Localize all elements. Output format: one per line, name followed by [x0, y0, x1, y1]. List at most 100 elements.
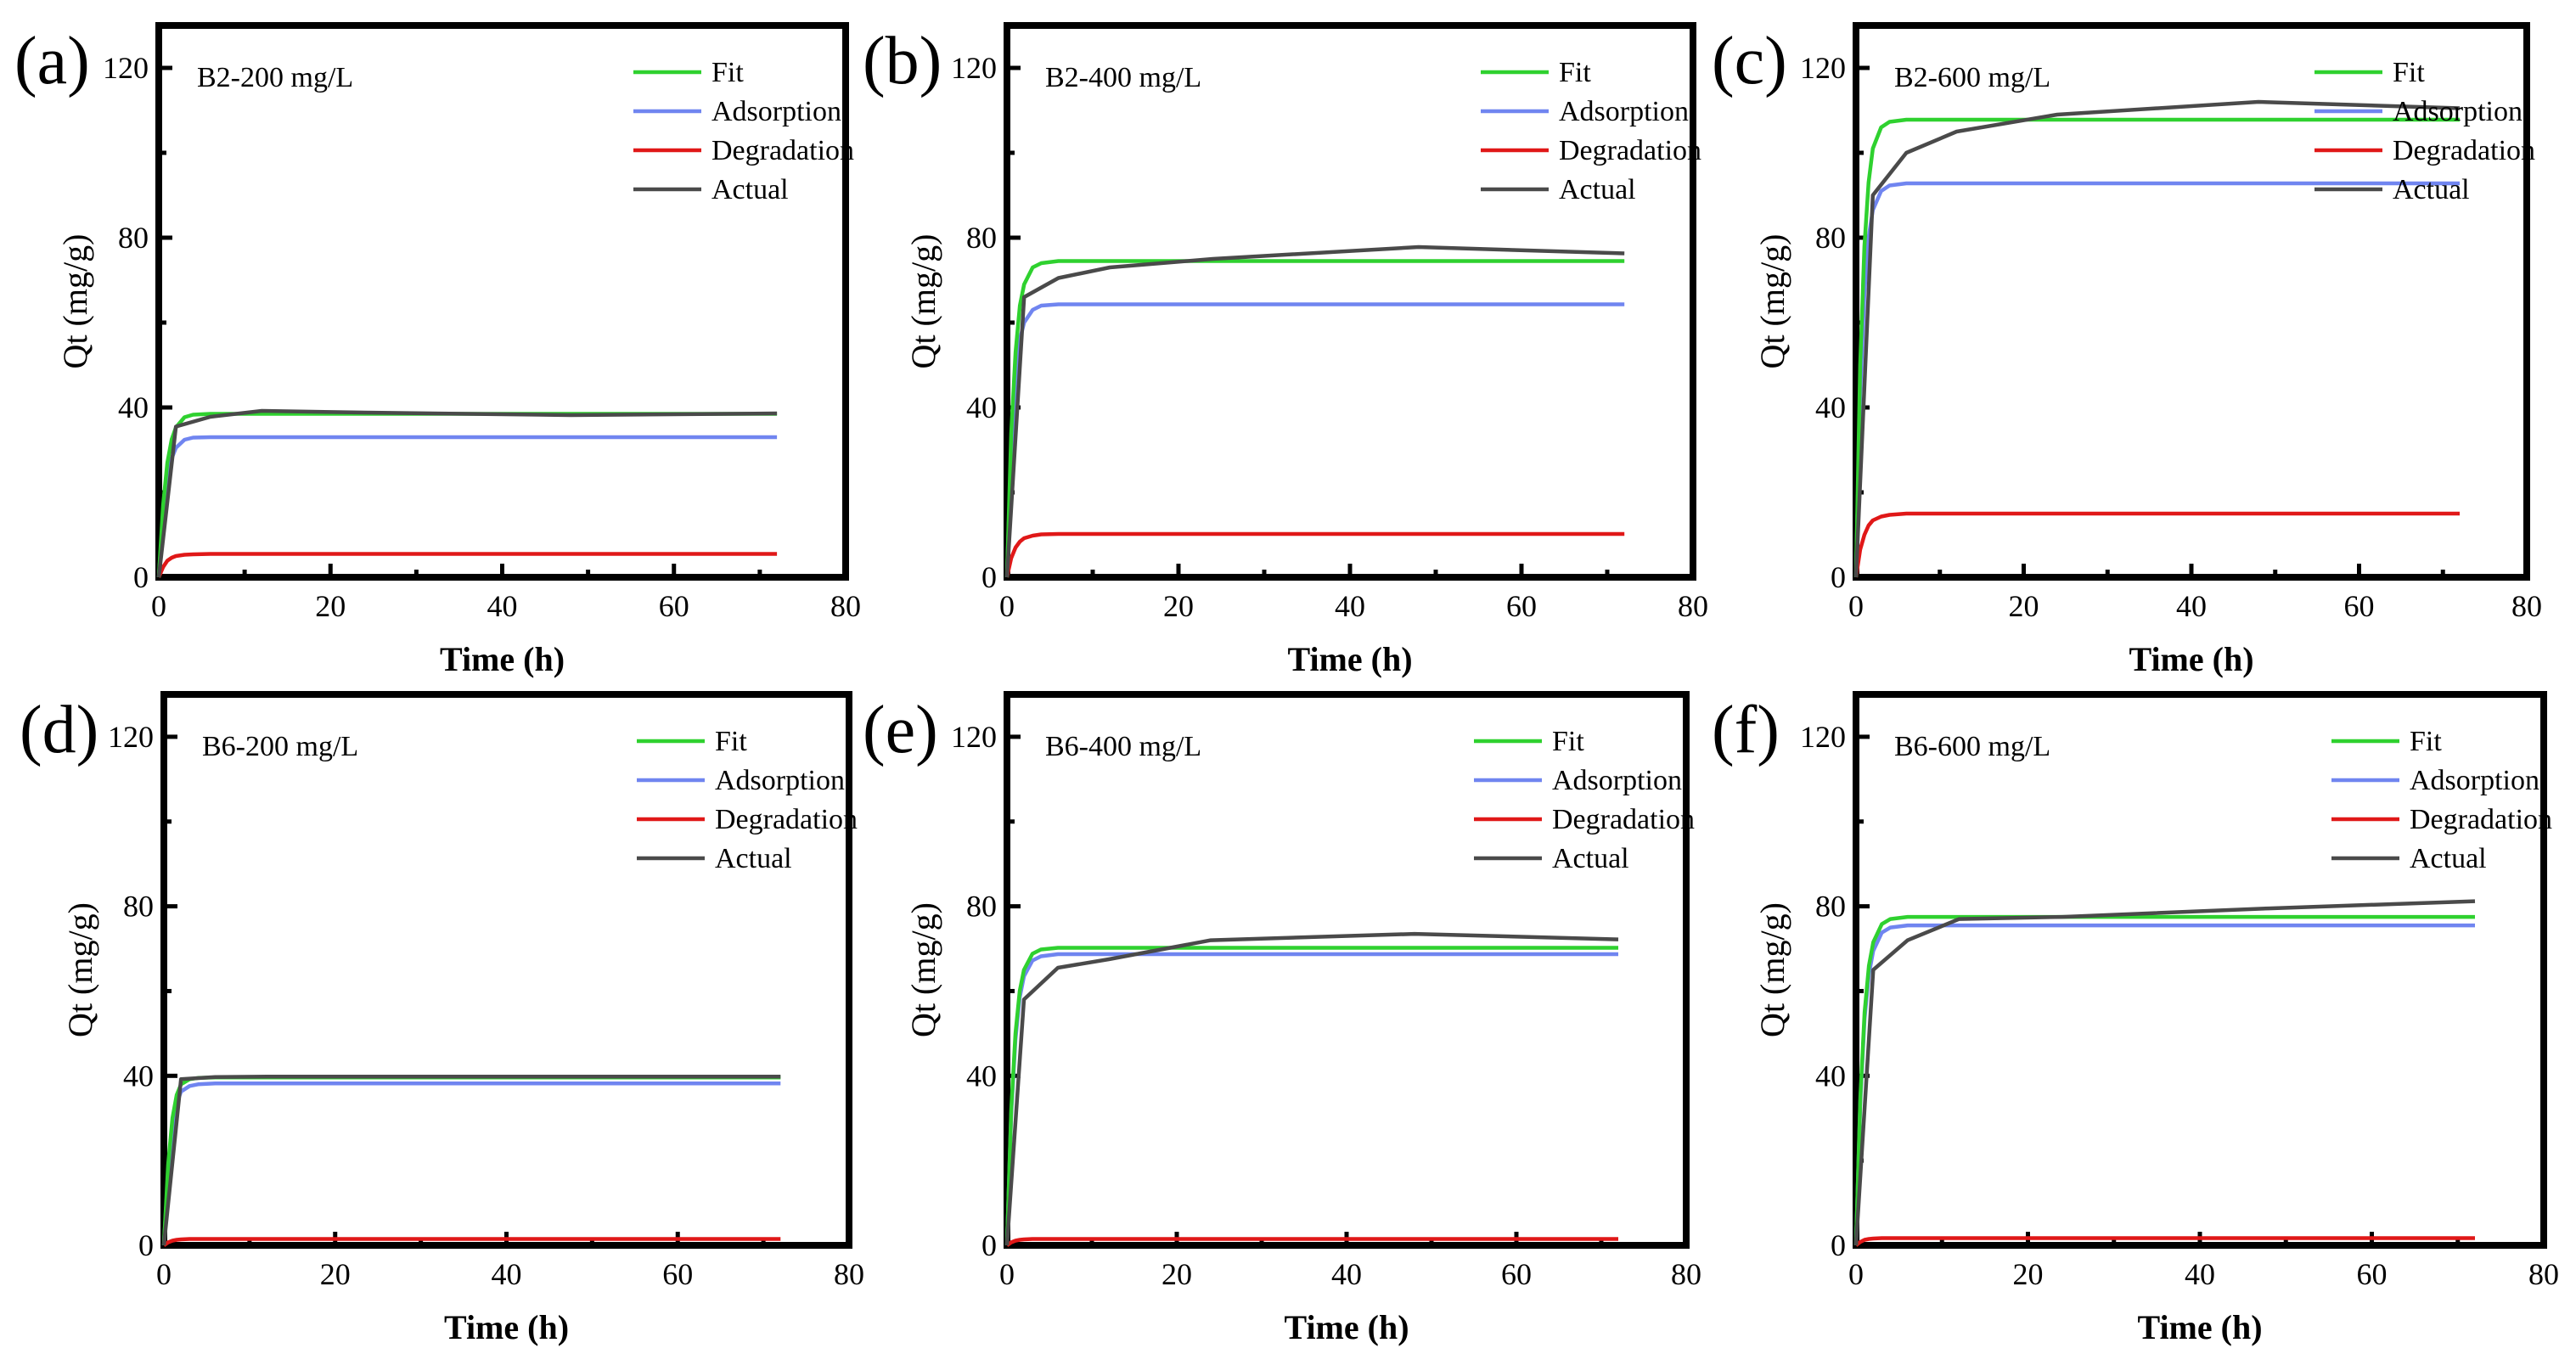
- legend-label: Adsorption: [1552, 765, 1682, 796]
- legend-label: Degradation: [715, 804, 858, 835]
- y-axis-label: Qt (mg/g): [61, 902, 99, 1037]
- y-axis-label: Qt (mg/g): [1753, 902, 1791, 1037]
- y-tick-label: 40: [966, 390, 997, 424]
- legend-label: Degradation: [1559, 135, 1701, 166]
- legend-label: Fit: [2410, 726, 2442, 757]
- y-tick-label: 120: [1800, 720, 1846, 754]
- y-tick-label: 120: [103, 51, 149, 85]
- x-tick-label: 20: [315, 589, 346, 623]
- inset-label: B6-200 mg/L: [202, 731, 358, 762]
- inset-label: B2-400 mg/L: [1045, 62, 1201, 93]
- series-line-degradation: [1854, 1236, 2475, 1247]
- x-tick-label: 0: [1848, 589, 1864, 623]
- series-line-degradation: [1004, 531, 1625, 578]
- series-line-degradation: [162, 1237, 781, 1247]
- series-line-actual: [1004, 931, 1619, 1246]
- y-tick-label: 0: [981, 1228, 997, 1262]
- y-tick-label: 80: [966, 890, 997, 924]
- x-tick-label: 0: [1848, 1257, 1864, 1291]
- x-tick-label: 20: [320, 1257, 351, 1291]
- legend-label: Actual: [711, 174, 789, 205]
- y-tick-label: 80: [1815, 221, 1846, 255]
- legend-label: Fit: [715, 726, 747, 757]
- y-tick-label: 0: [1831, 560, 1846, 594]
- y-tick-label: 40: [1815, 1059, 1846, 1093]
- x-axis-label: Time (h): [2137, 1308, 2262, 1346]
- y-tick-label: 0: [133, 560, 149, 594]
- chart-panel-6: (f) 0 40 80 120 0 20 40 60 80 Time (h) Qt (mg/g) B6-…: [1712, 691, 2559, 1346]
- x-axis-label: Time (h): [2129, 640, 2253, 678]
- legend-label: Adsorption: [2410, 765, 2539, 796]
- y-tick-label: 0: [138, 1228, 154, 1262]
- x-tick-label: 40: [1331, 1257, 1362, 1291]
- x-tick-label: 20: [2013, 1257, 2044, 1291]
- x-tick-label: 80: [2528, 1257, 2559, 1291]
- x-tick-label: 60: [1506, 589, 1537, 623]
- y-tick-label: 120: [951, 51, 997, 85]
- y-axis-label: Qt (mg/g): [56, 234, 94, 369]
- y-tick-label: 40: [118, 390, 149, 424]
- panel-label: (f): [1712, 693, 1780, 767]
- y-tick-label: 40: [123, 1059, 154, 1093]
- x-tick-label: 80: [2511, 589, 2542, 623]
- y-axis-label: Qt (mg/g): [904, 234, 942, 369]
- x-axis-label: Time (h): [1284, 1308, 1409, 1346]
- series-line-degradation: [1005, 1237, 1618, 1247]
- y-tick-label: 0: [981, 560, 997, 594]
- series-line-fit: [1853, 914, 2475, 1246]
- x-tick-label: 0: [999, 1257, 1015, 1291]
- x-tick-label: 60: [2344, 589, 2375, 623]
- x-tick-label: 40: [487, 589, 518, 623]
- legend-label: Adsorption: [711, 96, 841, 127]
- series-line-adsorption: [1004, 302, 1625, 578]
- y-tick-label: 80: [966, 221, 997, 255]
- chart-panel-1: (a) 0 40 80 120 0 20 40 60 80 Time (h) Qt (mg/g) B2-…: [14, 22, 861, 678]
- x-tick-label: 60: [659, 589, 689, 623]
- legend-label: Actual: [1552, 843, 1629, 874]
- y-tick-label: 40: [1815, 390, 1846, 424]
- legend-label: Fit: [711, 57, 744, 88]
- x-tick-label: 40: [1335, 589, 1365, 623]
- series-line-actual: [156, 408, 778, 578]
- x-tick-label: 60: [662, 1257, 693, 1291]
- panel-label: (d): [20, 693, 98, 767]
- x-tick-label: 0: [156, 1257, 172, 1291]
- x-tick-label: 20: [2009, 589, 2039, 623]
- x-tick-label: 80: [1671, 1257, 1701, 1291]
- x-tick-label: 20: [1161, 1257, 1192, 1291]
- series-line-fit: [1004, 259, 1625, 578]
- x-axis-label: Time (h): [440, 640, 565, 678]
- inset-label: B2-200 mg/L: [197, 62, 353, 93]
- x-tick-label: 80: [834, 1257, 864, 1291]
- series-line-adsorption: [161, 1082, 781, 1246]
- series-line-fit: [161, 1076, 781, 1246]
- legend-label: Actual: [715, 843, 792, 874]
- series-line-adsorption: [1853, 923, 2475, 1246]
- series-line-adsorption: [156, 435, 778, 578]
- series-line-fit: [1004, 946, 1618, 1246]
- series-line-degradation: [1853, 511, 2460, 578]
- y-axis-label: Qt (mg/g): [1753, 234, 1791, 369]
- series-line-fit: [1853, 117, 2460, 578]
- inset-label: B2-600 mg/L: [1894, 62, 2050, 93]
- panel-label: (b): [863, 24, 942, 98]
- legend-label: Degradation: [711, 135, 854, 166]
- y-tick-label: 80: [1815, 890, 1846, 924]
- panel-label: (a): [14, 24, 90, 98]
- legend-label: Fit: [1552, 726, 1584, 757]
- x-tick-label: 40: [2176, 589, 2207, 623]
- chart-panel-5: (e) 0 40 80 120 0 20 40 60 80 Time (h) Qt (mg/g) B6-…: [863, 691, 1701, 1346]
- x-tick-label: 40: [2185, 1257, 2215, 1291]
- x-tick-label: 80: [830, 589, 861, 623]
- series-line-actual: [161, 1075, 781, 1246]
- x-tick-label: 40: [492, 1257, 522, 1291]
- x-tick-label: 20: [1163, 589, 1194, 623]
- chart-panel-3: (c) 0 40 80 120 0 20 40 60 80 Time (h) Qt (mg/g) B2-…: [1712, 22, 2542, 678]
- y-tick-label: 120: [1800, 51, 1846, 85]
- y-tick-label: 120: [108, 720, 154, 754]
- chart-panel-4: (d) 0 40 80 120 0 20 40 60 80 Time (h) Qt (mg/g) B6-…: [20, 691, 864, 1346]
- series-line-adsorption: [1004, 952, 1618, 1246]
- x-tick-label: 60: [1501, 1257, 1532, 1291]
- y-axis-label: Qt (mg/g): [904, 902, 942, 1037]
